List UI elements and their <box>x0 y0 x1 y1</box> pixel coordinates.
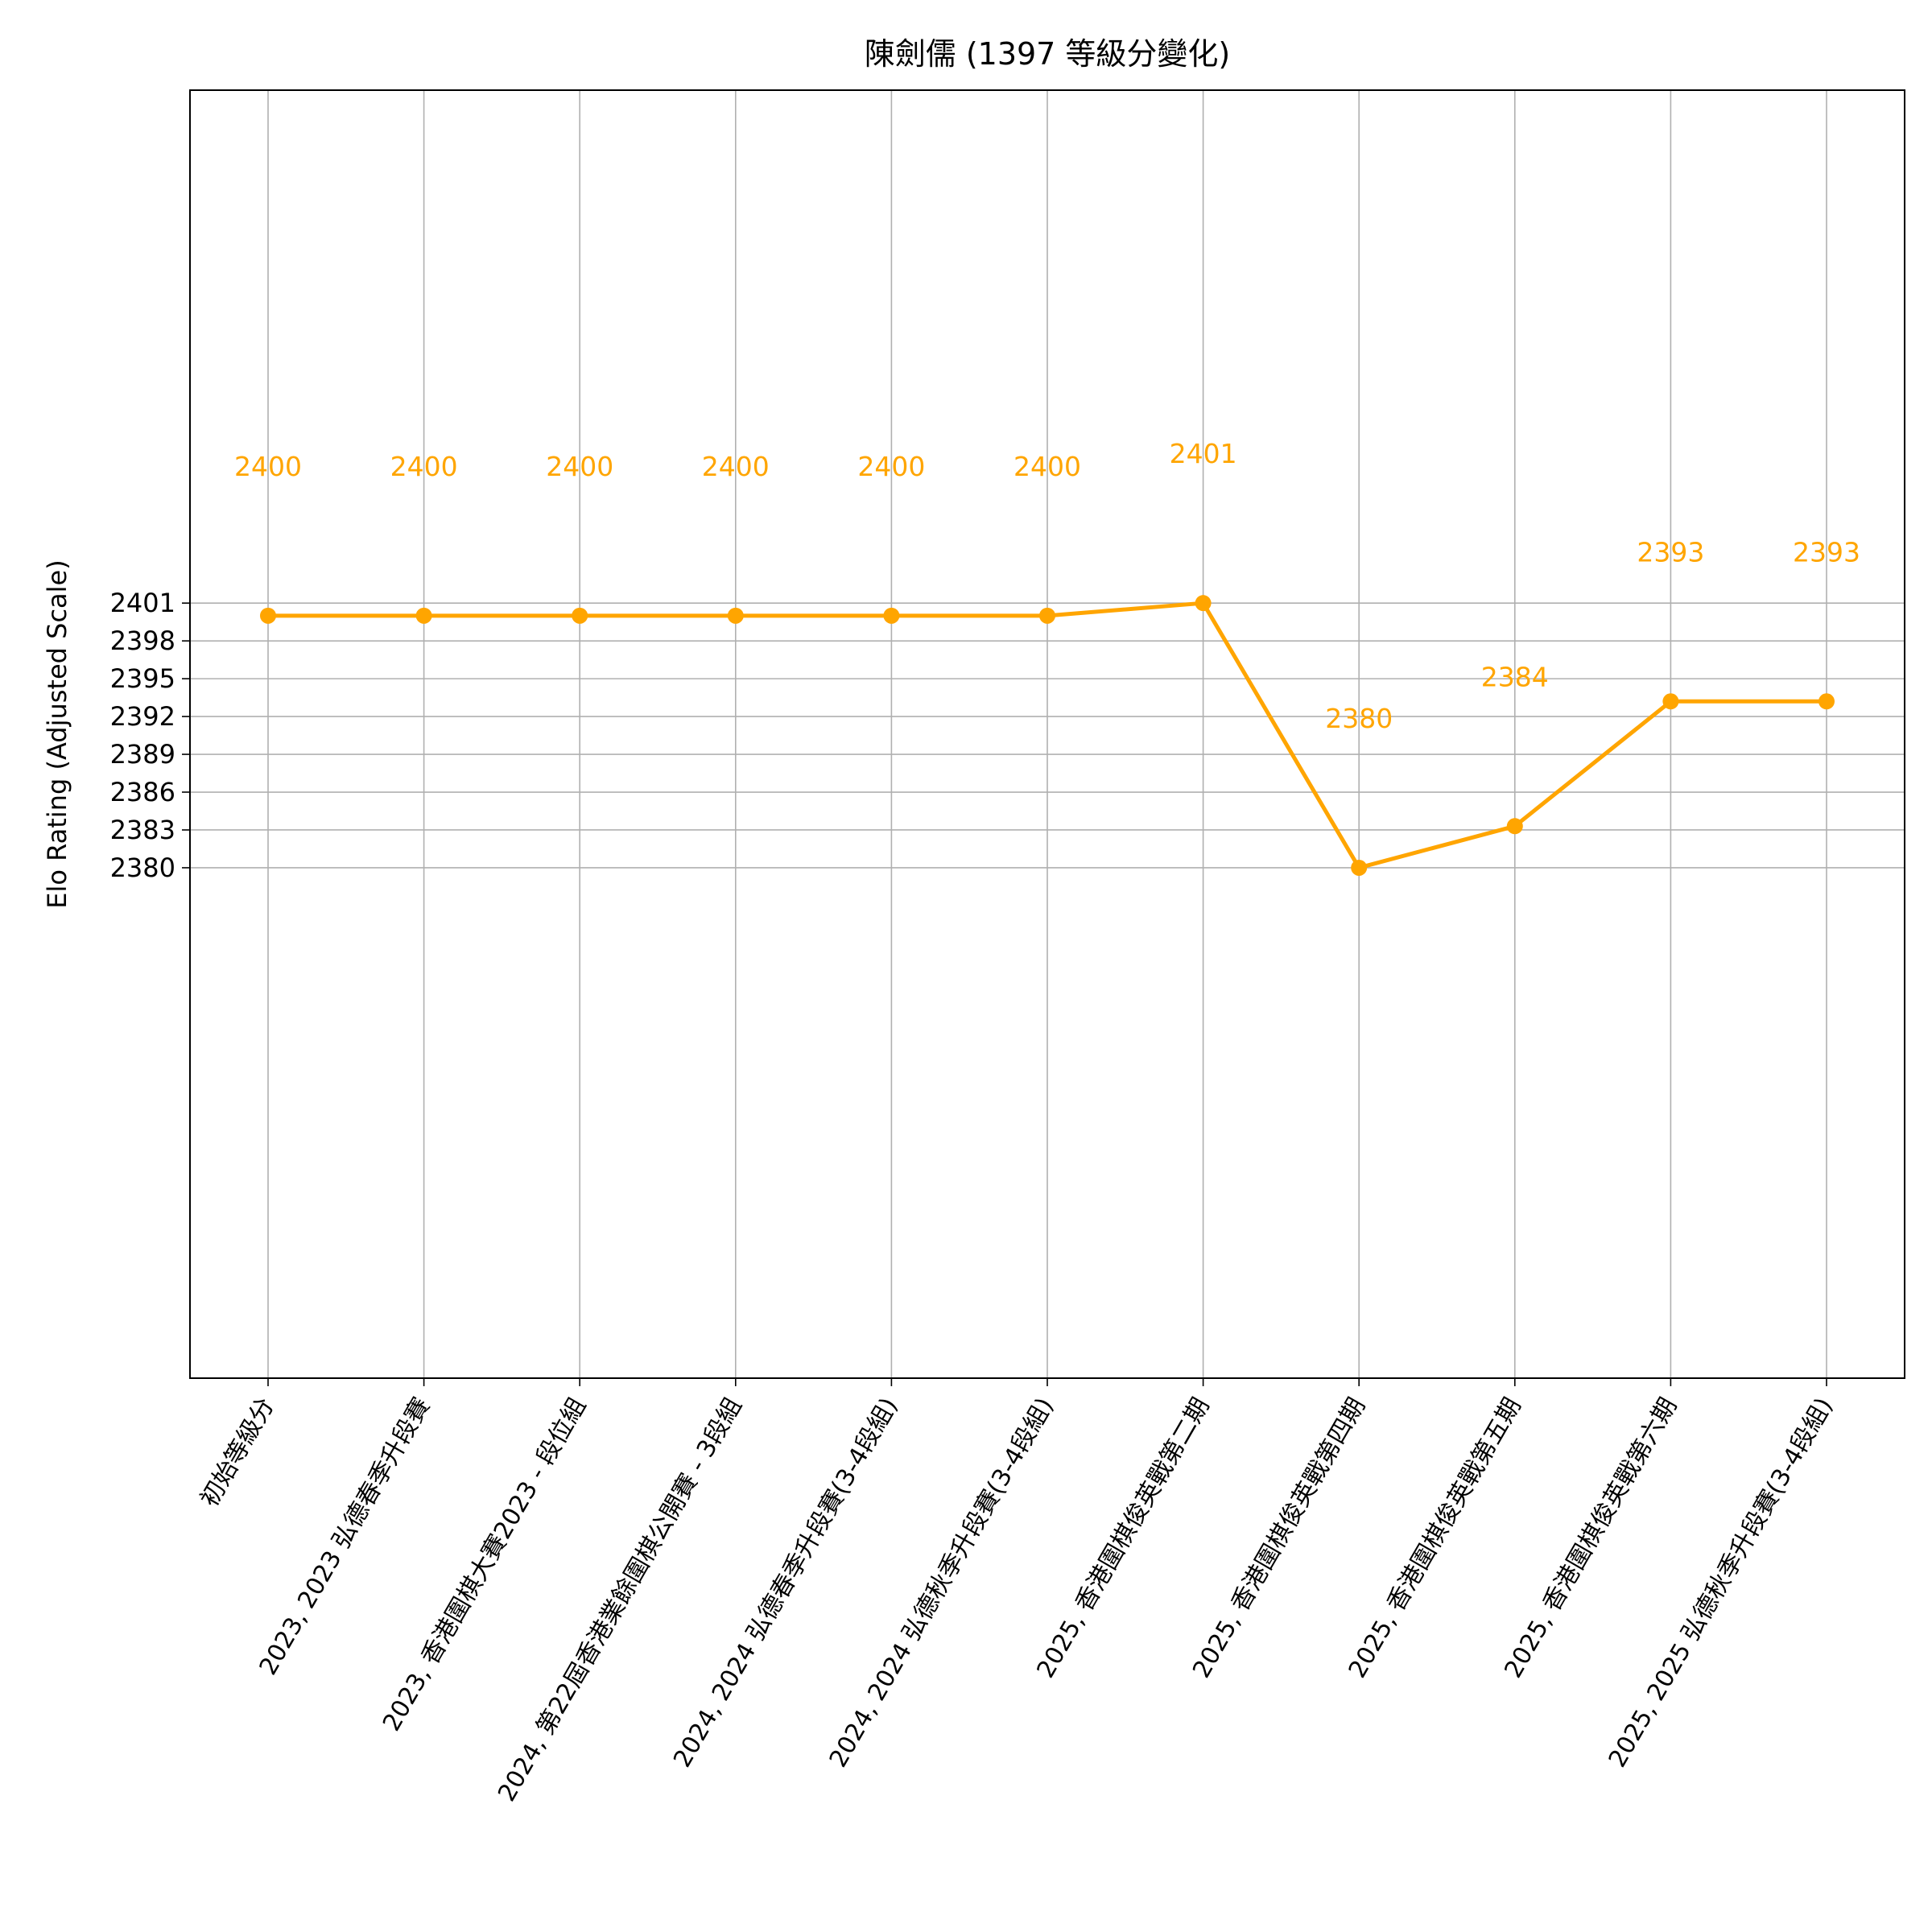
data-label: 2393 <box>1637 536 1704 568</box>
data-label: 2400 <box>546 451 613 482</box>
y-tick-label: 2386 <box>110 777 175 807</box>
data-point <box>1818 693 1835 710</box>
data-point <box>260 607 276 624</box>
data-point <box>883 607 900 624</box>
data-point <box>1195 595 1212 612</box>
data-label: 2393 <box>1793 536 1860 568</box>
data-label: 2401 <box>1170 438 1237 469</box>
y-axis: 2380 2383 2386 2389 2392 2395 2398 2401 <box>110 588 190 883</box>
data-point <box>727 607 744 624</box>
data-point <box>1506 818 1523 835</box>
data-label: 2400 <box>234 451 302 482</box>
data-point <box>1662 693 1679 710</box>
y-tick-label: 2383 <box>110 815 175 845</box>
data-label: 2400 <box>702 451 770 482</box>
grid <box>190 90 1905 1378</box>
chart-title: 陳劍儒 (1397 等級分變化) <box>865 36 1231 72</box>
data-point <box>1351 859 1368 876</box>
y-tick-label: 2401 <box>110 588 175 618</box>
y-tick-label: 2392 <box>110 701 175 732</box>
data-point <box>572 607 588 624</box>
data-label: 2400 <box>390 451 458 482</box>
y-tick-label: 2395 <box>110 663 175 694</box>
y-tick-label: 2389 <box>110 739 175 770</box>
y-tick-label: 2380 <box>110 852 175 883</box>
data-label: 2380 <box>1325 703 1393 734</box>
data-label: 2384 <box>1481 661 1549 692</box>
data-label: 2400 <box>1013 451 1081 482</box>
y-tick-label: 2398 <box>110 625 175 656</box>
y-axis-label: Elo Rating (Adjusted Scale) <box>42 559 72 908</box>
data-label: 2400 <box>857 451 925 482</box>
data-point <box>1039 607 1055 624</box>
data-point <box>415 607 432 624</box>
series: 2400 2400 2400 2400 2400 2400 2401 2380 2384 2393… <box>234 438 1860 876</box>
